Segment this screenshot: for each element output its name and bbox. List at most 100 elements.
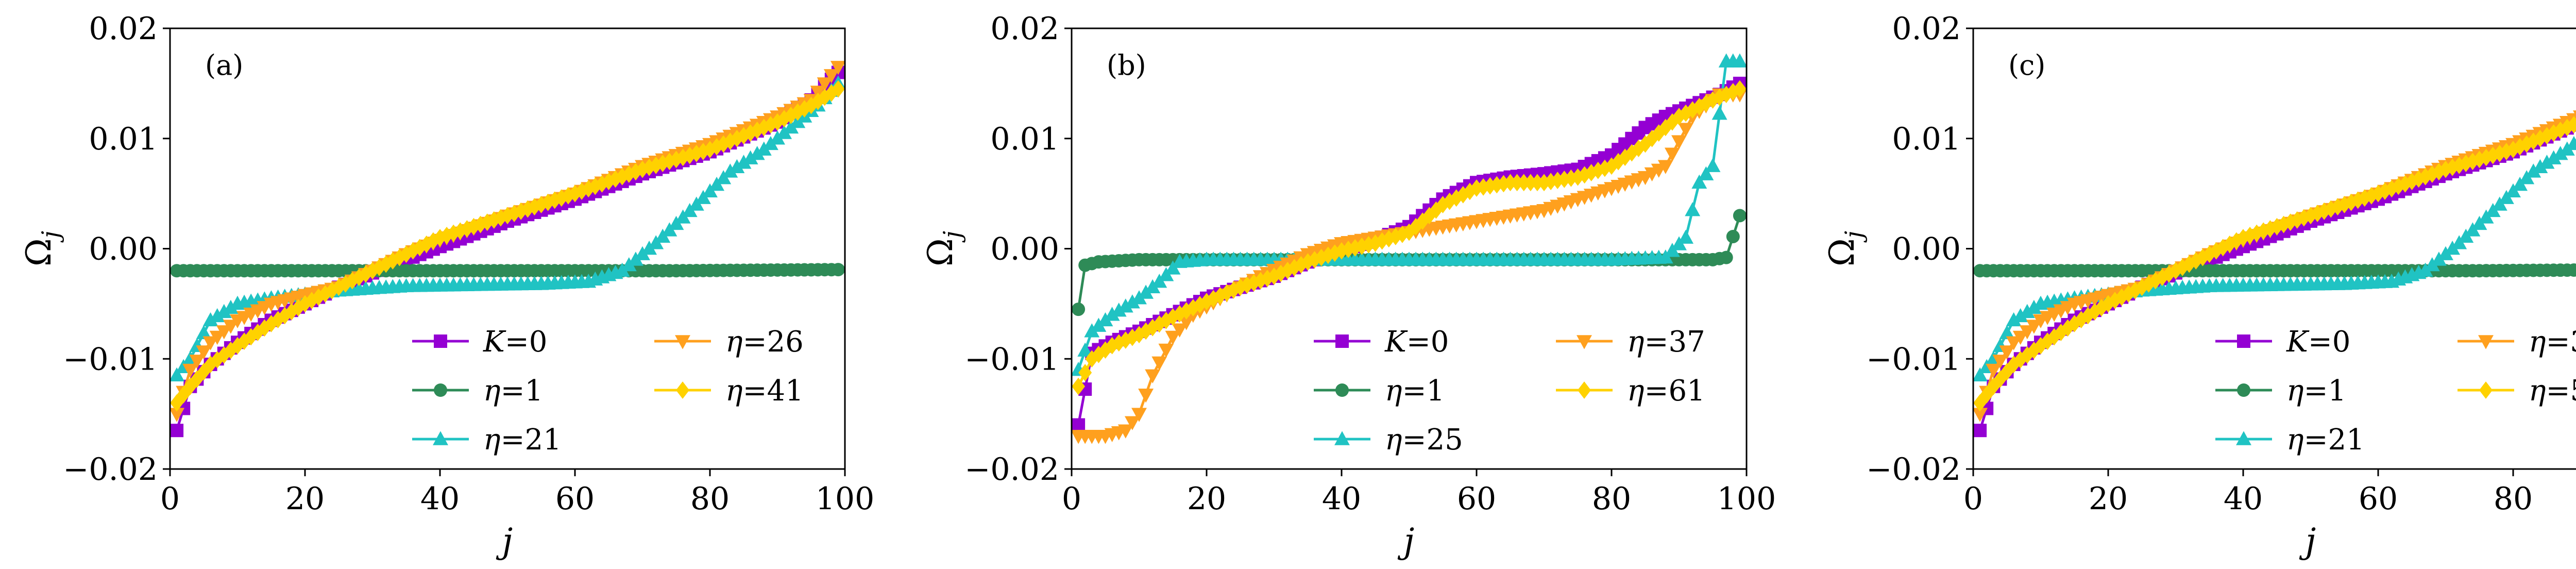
legend-marker: [2479, 381, 2493, 399]
y-axis-label: Ωj: [921, 231, 966, 266]
y-tick-label: 0.01: [89, 121, 158, 157]
legend: K=0 η=1 η=21 η=31 η=51: [2215, 325, 2576, 457]
data-point: [1362, 236, 1376, 254]
data-point: [1986, 363, 2002, 378]
legend-item: η=41: [654, 374, 804, 408]
y-tick-label: 0.01: [990, 121, 1059, 157]
legend-label: η=37: [1627, 325, 1705, 359]
legend-item: η=21: [2215, 423, 2365, 457]
data-point: [1138, 389, 1154, 403]
data-point: [1429, 201, 1443, 219]
data-point: [1537, 174, 1551, 192]
data-point: [2573, 139, 2576, 145]
x-tick-label: 0: [1062, 481, 1081, 517]
data-point: [1638, 135, 1652, 153]
legend-marker: [2478, 335, 2494, 349]
data-point: [1131, 408, 1147, 422]
data-point: [170, 424, 184, 438]
data-point: [1719, 250, 1733, 264]
data-point: [1172, 323, 1188, 338]
data-point: [1705, 158, 1721, 172]
legend-marker: [1578, 381, 1591, 399]
data-point: [170, 367, 185, 382]
y-tick-label: 0.00: [1892, 231, 1961, 267]
x-tick-label: 60: [1457, 481, 1496, 517]
data-point: [2527, 132, 2540, 150]
data-point: [656, 155, 670, 172]
x-tick-label: 0: [160, 481, 180, 517]
x-tick-label: 0: [1963, 481, 1983, 517]
y-tick-label: 0.02: [1892, 11, 1961, 47]
y-tick-label: 0.02: [990, 11, 1059, 47]
data-point: [1678, 229, 1694, 244]
data-point: [2006, 336, 2022, 350]
data-point: [1145, 369, 1161, 383]
legend-marker: [2236, 431, 2251, 445]
x-axis-label: j: [496, 521, 513, 561]
data-point: [209, 308, 225, 323]
data-point: [1999, 325, 2015, 340]
data-point: [2566, 136, 2576, 150]
data-point: [1422, 207, 1436, 225]
series-markers-4: [170, 80, 845, 412]
data-point: [568, 185, 582, 203]
legend-marker: [2237, 383, 2250, 397]
data-point: [2446, 158, 2460, 176]
data-point: [1645, 129, 1659, 147]
data-point: [1158, 343, 1174, 358]
data-point: [642, 158, 656, 176]
legend-marker: [1335, 334, 1349, 348]
data-point: [1111, 303, 1127, 317]
data-point: [2236, 229, 2250, 247]
y-tick-label: 0.02: [89, 11, 158, 47]
data-point: [1698, 166, 1714, 180]
x-tick-label: 40: [2224, 481, 2263, 517]
data-point: [1124, 294, 1140, 309]
legend-label: η=1: [2286, 374, 2346, 408]
data-point: [1664, 147, 1680, 162]
data-point: [2019, 304, 2035, 319]
data-point: [831, 80, 845, 98]
data-point: [216, 304, 232, 319]
data-point: [1072, 303, 1086, 316]
data-point: [689, 144, 703, 162]
data-point: [1117, 424, 1133, 439]
legend-item: η=51: [2458, 374, 2576, 408]
data-point: [742, 150, 758, 164]
data-point: [534, 196, 548, 213]
data-point: [2539, 155, 2555, 169]
data-point: [223, 320, 239, 334]
data-point: [209, 330, 225, 345]
legend-item: η=21: [412, 423, 562, 457]
y-tick-label: 0.00: [89, 231, 158, 267]
data-point: [729, 159, 745, 174]
legend-label: η=1: [483, 374, 543, 408]
data-point: [1416, 212, 1430, 230]
data-point: [1077, 342, 1093, 357]
data-point: [2567, 263, 2576, 277]
data-point: [189, 355, 205, 369]
data-point: [2532, 159, 2548, 174]
legend-item: η=37: [1556, 325, 1705, 359]
data-point: [1973, 408, 1988, 422]
legend-label: K=0: [1384, 325, 1449, 359]
series-group: [1973, 110, 2576, 438]
series-markers-1: [1973, 263, 2576, 278]
legend-item: K=0: [1314, 325, 1449, 359]
x-tick-label: 80: [1592, 481, 1631, 517]
data-point: [2493, 144, 2506, 162]
series-markers-2: [1072, 53, 1747, 376]
data-point: [749, 146, 765, 160]
data-point: [1117, 298, 1133, 313]
legend-marker: [1577, 335, 1592, 349]
data-point: [2202, 245, 2216, 263]
data-point: [730, 129, 744, 147]
data-point: [1686, 101, 1700, 119]
data-point: [1436, 196, 1450, 213]
legend-item: K=0: [412, 325, 547, 359]
legend-item: K=0: [2215, 325, 2350, 359]
panel-label: (a): [205, 49, 243, 81]
data-point: [2026, 299, 2042, 314]
series-markers-3: [170, 61, 845, 422]
